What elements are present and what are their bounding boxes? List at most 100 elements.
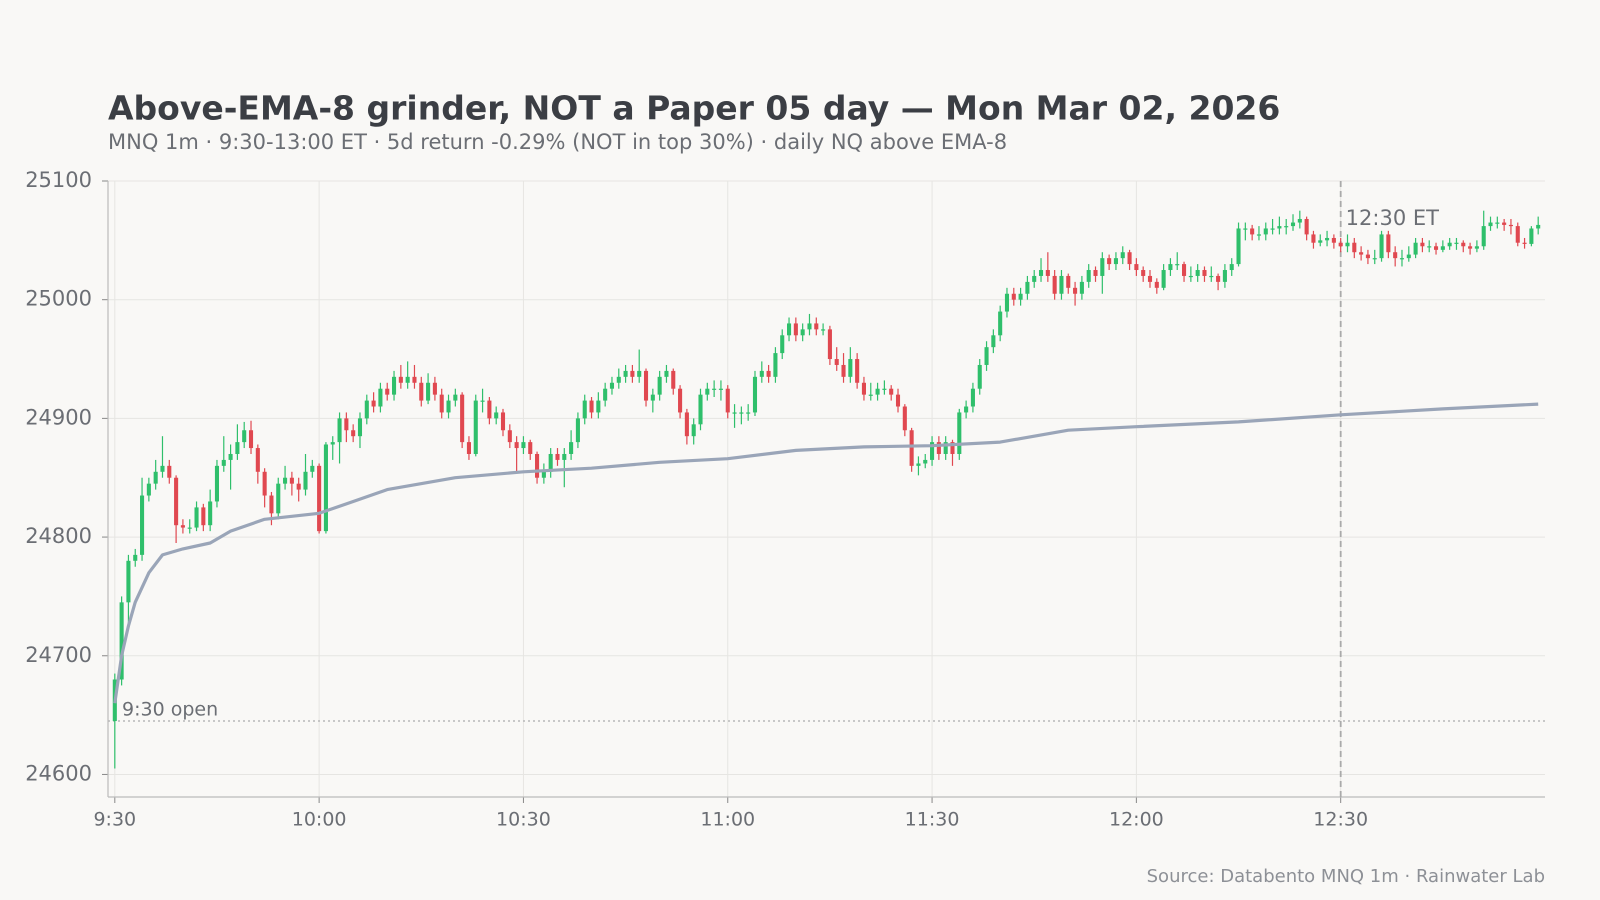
candle-body: [473, 400, 478, 454]
candle-body: [296, 483, 301, 490]
candle-body: [289, 477, 294, 484]
time-marker-label: 12:30 ET: [1346, 206, 1439, 230]
candle-body: [1100, 258, 1105, 276]
candle-body: [718, 388, 723, 390]
candle-body: [1270, 228, 1275, 230]
candle-body: [1127, 252, 1132, 265]
candle-body: [1304, 218, 1309, 235]
candle-body: [1134, 264, 1139, 271]
candle-body: [1052, 275, 1057, 294]
candle-body: [1256, 234, 1262, 236]
candle-body: [283, 477, 288, 484]
candle-body: [1297, 218, 1302, 223]
candle-body: [936, 442, 941, 454]
candle-body: [1406, 254, 1411, 259]
candle-body: [126, 560, 131, 603]
candle-body: [405, 376, 410, 383]
candle-body: [882, 388, 887, 390]
candle-body: [398, 376, 403, 383]
x-tick-label: 9:30: [93, 809, 136, 831]
candle-body: [1025, 281, 1030, 294]
candle-body: [725, 388, 730, 413]
candle-body: [752, 376, 758, 413]
ema-line: [113, 402, 1539, 704]
candle-body: [739, 412, 744, 414]
candle-body: [1168, 264, 1173, 271]
candle-body: [691, 424, 696, 437]
candle-body: [371, 400, 376, 407]
candle-body: [1290, 222, 1296, 227]
candle-body: [609, 382, 615, 389]
candle-body: [991, 335, 996, 348]
candle-body: [902, 406, 907, 431]
candle-body: [1154, 281, 1159, 288]
candle-body: [889, 388, 894, 395]
candle-body: [432, 382, 437, 395]
candle-body: [861, 382, 867, 395]
candle-body: [507, 430, 512, 443]
candle-body: [1175, 264, 1180, 266]
candle-body: [187, 527, 192, 529]
candle-body: [1086, 270, 1091, 282]
candle-body: [1481, 226, 1486, 247]
candle-body: [460, 394, 465, 443]
candle-body: [378, 388, 383, 407]
candle-body: [228, 453, 233, 460]
candle-body: [1032, 275, 1037, 282]
candle-body: [419, 382, 424, 401]
candle-body: [868, 394, 873, 396]
candle-body: [684, 412, 689, 437]
candle-body: [1393, 252, 1398, 259]
candle-body: [1093, 270, 1098, 276]
candle-body: [310, 465, 315, 472]
candle-body: [1454, 242, 1459, 244]
candle-body: [637, 370, 642, 377]
candle-body: [780, 335, 785, 354]
candle-body: [276, 483, 281, 514]
candle-body: [1386, 234, 1391, 253]
candle-body: [167, 465, 172, 478]
candle-body: [589, 400, 594, 413]
candle-body: [657, 376, 662, 395]
candle-body: [671, 370, 676, 389]
candle-body: [1474, 246, 1479, 249]
candle-body: [1440, 246, 1445, 250]
y-tick-label: 25000: [25, 287, 92, 311]
candle-body: [1352, 242, 1357, 253]
candle-body: [548, 453, 553, 472]
y-tick-label: 24800: [25, 524, 92, 548]
candle-body: [1413, 242, 1418, 255]
candle-body: [1182, 264, 1187, 276]
candle-body: [575, 418, 580, 443]
candle-body: [930, 442, 935, 460]
candle-body: [494, 412, 499, 419]
candle-body: [1311, 234, 1316, 243]
candle-body: [603, 388, 608, 401]
candle-body: [1536, 224, 1541, 229]
candle-body: [895, 394, 901, 407]
candle-body: [1522, 242, 1527, 244]
candle-body: [1331, 237, 1336, 243]
y-tick-label: 24600: [25, 761, 92, 785]
candle-body: [807, 323, 812, 330]
x-tick-label: 12:00: [1109, 809, 1164, 831]
x-tick-label: 12:30: [1313, 809, 1368, 831]
candle-body: [814, 323, 819, 330]
candle-body: [269, 495, 274, 514]
candle-body: [426, 382, 431, 401]
candle-body: [1216, 275, 1221, 282]
candle-body: [344, 418, 349, 431]
candle-body: [1073, 287, 1078, 294]
candle-body: [1195, 270, 1200, 276]
candle-body: [248, 430, 254, 449]
candle-body: [984, 347, 989, 365]
candle-body: [970, 388, 975, 407]
candle-body: [337, 418, 342, 443]
candle-body: [439, 394, 444, 413]
candle-body: [773, 353, 778, 377]
candle-body: [1372, 258, 1377, 260]
candle-body: [643, 370, 649, 401]
candle-body: [528, 442, 533, 454]
candle-body: [943, 442, 948, 454]
x-tick-label: 10:00: [292, 809, 347, 831]
